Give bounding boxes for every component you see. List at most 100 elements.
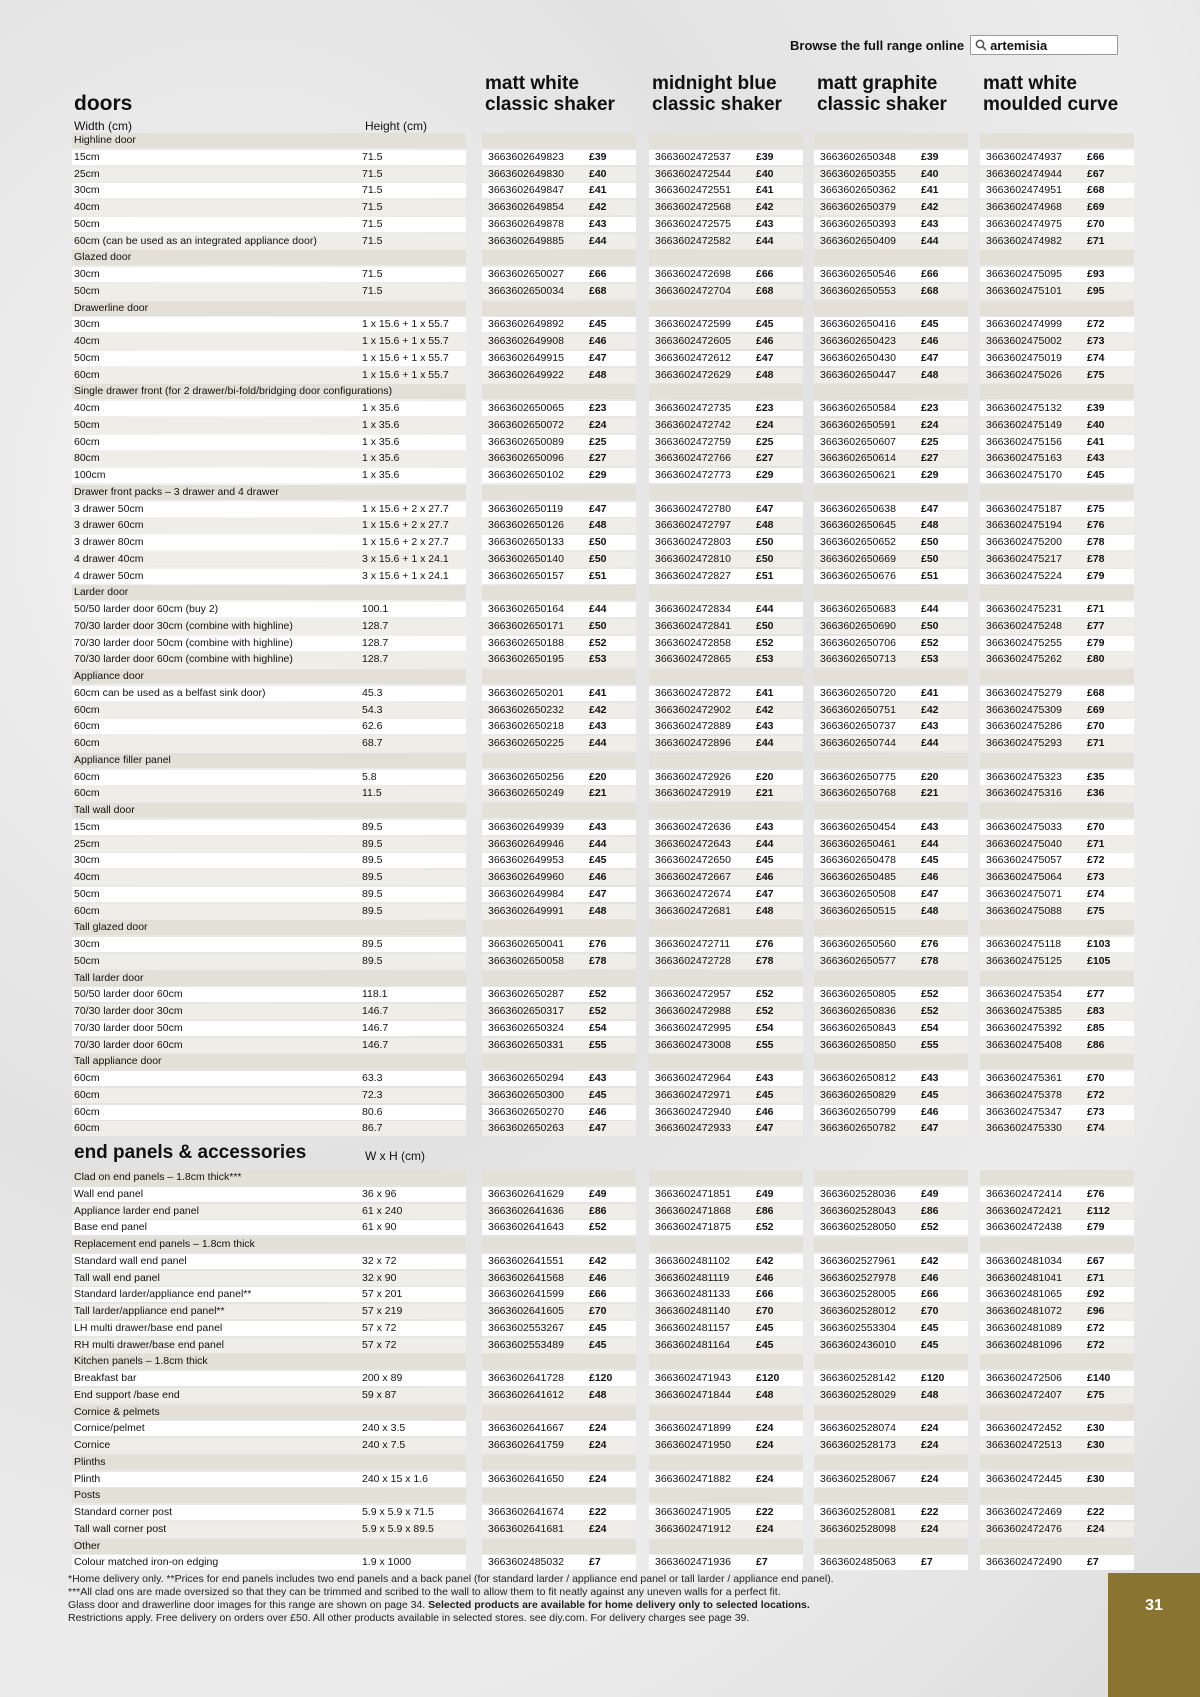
price: £44 — [921, 603, 939, 615]
product-code: 3663602475231 — [986, 603, 1062, 615]
dimension: 1.9 x 1000 — [362, 1556, 412, 1569]
product-code: 3663602649878 — [488, 217, 564, 230]
cell-bg — [649, 886, 803, 902]
product-code: 3663602475279 — [986, 686, 1062, 699]
table-row: 30cm 1 x 15.6 + 1 x 55.7 3663602649892 £45 3… — [72, 317, 1134, 333]
cell-bg — [814, 451, 968, 467]
price: £24 — [589, 418, 607, 431]
price: £45 — [921, 854, 939, 867]
product-label: 70/30 larder door 60cm — [72, 1037, 466, 1053]
cell-bg — [649, 953, 803, 969]
price: £112 — [1087, 1204, 1110, 1217]
price: £51 — [589, 569, 607, 582]
product-code: 3663602474982 — [986, 234, 1062, 247]
price: £55 — [589, 1038, 607, 1051]
price: £40 — [756, 167, 774, 180]
product-code: 3663602472537 — [655, 150, 731, 163]
cell-bg — [814, 618, 968, 634]
price: £71 — [1087, 737, 1105, 749]
product-code: 3663602472971 — [655, 1088, 731, 1101]
table-row: 60cm 1 x 15.6 + 1 x 55.7 3663602649922 £48 3… — [72, 367, 1134, 383]
price: £66 — [589, 268, 607, 280]
dimension: 45.3 — [362, 686, 383, 699]
table-row: 50cm 71.5 3663602650034 £68 3663602472704 £68… — [72, 283, 1134, 299]
product-code: 3663602650621 — [820, 469, 896, 481]
category-cell — [814, 133, 968, 148]
category-row: Single drawer front (for 2 drawer/bi-fol… — [72, 384, 1134, 400]
dimension: 71.5 — [362, 284, 383, 297]
cell-bg — [814, 702, 968, 718]
dimension: 71.5 — [362, 167, 383, 180]
product-code: 3663602474944 — [986, 167, 1062, 180]
category-cell — [814, 1170, 968, 1185]
price: £51 — [921, 569, 939, 582]
product-code: 3663602528081 — [820, 1506, 896, 1518]
cell-bg — [980, 1087, 1134, 1103]
category-cell — [814, 1538, 968, 1554]
price: £52 — [921, 636, 939, 649]
product-label: 30cm — [72, 183, 466, 199]
cell-bg — [482, 267, 636, 282]
price: £72 — [1087, 1338, 1105, 1351]
price: £75 — [1087, 368, 1105, 381]
cell-bg — [814, 853, 968, 869]
dimension: 71.5 — [362, 217, 383, 230]
price: £80 — [1087, 653, 1105, 666]
cell-bg — [482, 1203, 636, 1219]
product-code: 3663602471868 — [655, 1204, 731, 1217]
table-row: 50cm 1 x 15.6 + 1 x 55.7 3663602649915 £47 3… — [72, 350, 1134, 366]
product-code: 3663602528098 — [820, 1522, 896, 1535]
cell-bg — [980, 953, 1134, 969]
product-code: 3663602650072 — [488, 418, 564, 431]
dimension: 128.7 — [362, 619, 389, 632]
product-code: 3663602472667 — [655, 871, 731, 883]
cell-bg — [482, 1270, 636, 1286]
price: £50 — [921, 536, 939, 548]
table-row: 50/50 larder door 60cm 118.1 3663602650287… — [72, 987, 1134, 1003]
price: £48 — [756, 904, 774, 917]
price: £24 — [1087, 1522, 1105, 1535]
product-code: 3663602472889 — [655, 720, 731, 733]
price: £70 — [756, 1305, 774, 1317]
cell-bg — [980, 1186, 1134, 1202]
price: £46 — [589, 1105, 607, 1118]
column-header: matt white moulded curve — [983, 73, 1119, 115]
price: £24 — [921, 1439, 939, 1451]
category-cell — [814, 1404, 968, 1420]
category-cell — [482, 1488, 636, 1504]
product-code: 3663602475026 — [986, 368, 1062, 381]
cell-bg — [649, 1071, 803, 1086]
price: £25 — [589, 435, 607, 448]
dimension: 1 x 15.6 + 2 x 27.7 — [362, 536, 449, 548]
product-label: Tall wall end panel — [72, 1270, 466, 1286]
product-code: 3663602650638 — [820, 502, 896, 515]
category-cell — [649, 1054, 803, 1070]
price: £48 — [589, 904, 607, 917]
price: £120 — [921, 1372, 945, 1384]
price: £27 — [756, 452, 774, 465]
product-code: 3663602649946 — [488, 837, 564, 850]
cell-bg — [649, 350, 803, 366]
table-row: 60cm 80.6 3663602650270 £46 3663602472940 £46… — [72, 1104, 1134, 1120]
dimension: 57 x 72 — [362, 1321, 397, 1334]
product-code: 3663602475378 — [986, 1088, 1062, 1101]
product-code: 3663602649908 — [488, 335, 564, 347]
product-code: 3663602471844 — [655, 1388, 731, 1401]
price: £44 — [921, 737, 939, 749]
product-code: 3663602650140 — [488, 552, 564, 565]
cell-bg — [814, 786, 968, 802]
cell-bg — [649, 317, 803, 333]
cell-bg — [482, 216, 636, 232]
cell-bg — [649, 685, 803, 701]
category-cell — [649, 1237, 803, 1252]
cell-bg — [649, 1020, 803, 1036]
product-label: Breakfast bar — [72, 1371, 466, 1386]
product-code: 3663602472476 — [986, 1522, 1062, 1535]
product-label: 3 drawer 80cm — [72, 535, 466, 550]
product-code: 3663602650331 — [488, 1038, 564, 1051]
price: £120 — [756, 1372, 780, 1384]
cell-bg — [482, 853, 636, 869]
search-box[interactable]: artemisia — [970, 35, 1119, 55]
product-label: 50/50 larder door 60cm (buy 2) — [72, 602, 466, 617]
table-row: 80cm 1 x 35.6 3663602650096 £27 366360247276… — [72, 451, 1134, 467]
